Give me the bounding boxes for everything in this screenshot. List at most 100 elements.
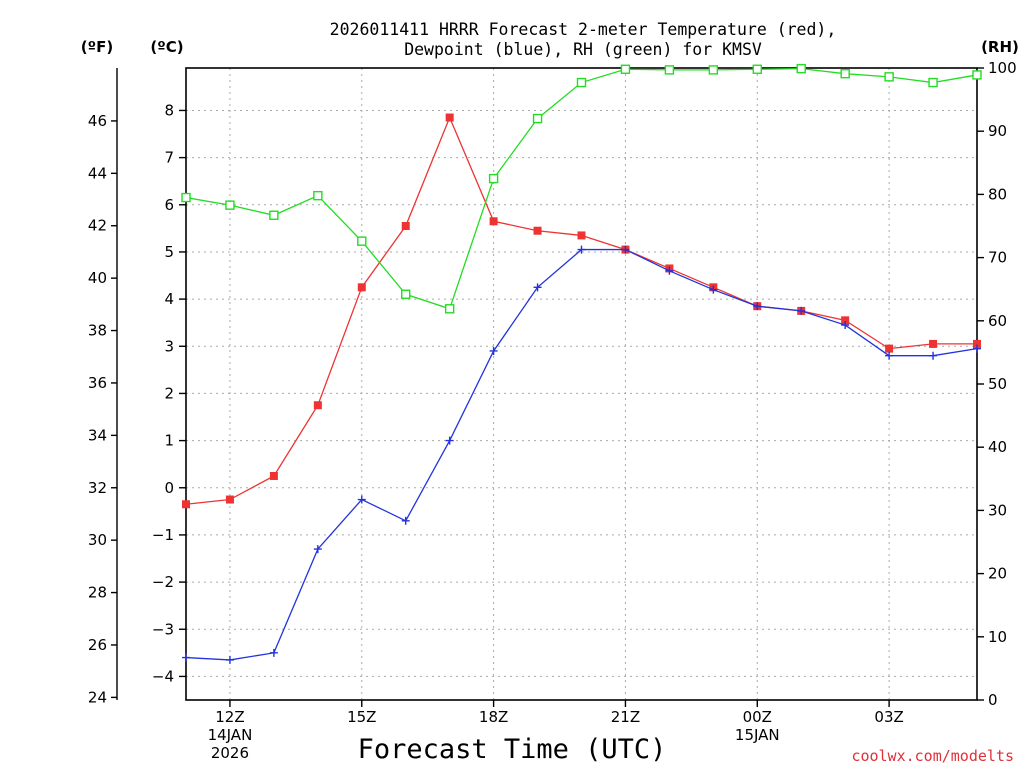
fahrenheit-tick-label: 42 [88, 217, 107, 235]
rh-point [928, 77, 938, 88]
chart-title-line1: 2026011411 HRRR Forecast 2-meter Tempera… [330, 20, 837, 39]
temperature-point [401, 222, 410, 230]
fahrenheit-tick-label: 40 [88, 269, 107, 287]
rh-point [664, 65, 675, 75]
dewpoint-point [182, 653, 190, 662]
rh-tick-label: 50 [988, 375, 1007, 393]
rh-point [708, 65, 719, 75]
temperature-point [225, 495, 234, 504]
rh-unit-label: (RH) [981, 38, 1019, 56]
dewpoint-point [577, 245, 586, 254]
temperature-point [973, 339, 981, 348]
dewpoint-point [225, 655, 234, 664]
rh-point [532, 113, 543, 124]
x-tick-label: 00Z [743, 708, 772, 726]
chart-title-line2: Dewpoint (blue), RH (green) for KMSV [404, 40, 762, 59]
rh-tick-label: 0 [988, 691, 998, 709]
fahrenheit-tick-label: 28 [88, 584, 107, 602]
x-tick-label: 14JAN [208, 726, 253, 744]
rh-point [752, 64, 762, 74]
rh-point [620, 64, 631, 74]
x-tick-label: 12Z [215, 708, 244, 726]
fahrenheit-tick-label: 46 [88, 112, 107, 130]
celsius-tick-label: 4 [164, 290, 174, 308]
temperature-point [489, 217, 498, 226]
dewpoint-point [709, 285, 718, 294]
dewpoint-point [269, 648, 278, 657]
dewpoint-point [357, 495, 366, 504]
series-temperature [182, 113, 981, 509]
celsius-tick-label: −1 [152, 526, 174, 544]
x-tick-label: 18Z [479, 708, 508, 726]
rh-point [884, 72, 894, 82]
rh-point [357, 236, 367, 246]
x-tick-label: 2026 [211, 744, 249, 762]
temperature-point [313, 401, 322, 410]
temperature-point [182, 500, 190, 509]
credit-label: coolwx.com/modelts [851, 747, 1014, 765]
dewpoint-point [929, 351, 938, 360]
rh-tick-label: 70 [988, 249, 1007, 267]
celsius-unit-label: (ºC) [150, 38, 183, 56]
rh-point [972, 70, 982, 80]
celsius-tick-label: −2 [152, 573, 174, 591]
rh-tick-label: 30 [988, 501, 1007, 519]
dewpoint-point [797, 306, 806, 315]
dewpoint-point [665, 266, 674, 275]
temperature-point [885, 344, 894, 353]
dewpoint-point [401, 516, 410, 525]
series-dewpoint [182, 245, 981, 664]
rh-point [488, 173, 499, 184]
rh-tick-label: 90 [988, 122, 1007, 140]
series-rh [181, 63, 982, 314]
x-tick-label: 03Z [874, 708, 903, 726]
fahrenheit-tick-label: 26 [88, 636, 107, 654]
rh-tick-label: 100 [988, 59, 1017, 77]
celsius-tick-label: 3 [164, 337, 174, 355]
rh-tick-label: 80 [988, 185, 1007, 203]
grid-lines [186, 68, 977, 700]
dewpoint-point [445, 436, 454, 445]
fahrenheit-unit-label: (ºF) [81, 38, 113, 56]
dewpoint-point [621, 245, 630, 254]
rh-point [444, 304, 455, 314]
labels: 2026011411 HRRR Forecast 2-meter Tempera… [81, 20, 1019, 765]
rh-point [313, 190, 323, 201]
celsius-tick-label: 8 [164, 101, 174, 119]
celsius-tick-label: 6 [164, 196, 174, 214]
fahrenheit-tick-label: 32 [88, 479, 107, 497]
fahrenheit-tick-label: 38 [88, 322, 107, 340]
temperature-point [841, 316, 850, 325]
rh-tick-label: 40 [988, 438, 1007, 456]
x-tick-label: 15Z [347, 708, 376, 726]
x-tick-label: 15JAN [735, 726, 780, 744]
dewpoint-point [753, 302, 762, 311]
temperature-point [357, 283, 366, 292]
rh-point [576, 77, 587, 88]
series-line-rh [185, 67, 978, 310]
temperature-point [445, 113, 454, 122]
celsius-tick-label: 0 [164, 479, 174, 497]
x-axis-label: Forecast Time (UTC) [358, 734, 667, 765]
celsius-tick-label: 2 [164, 384, 174, 402]
celsius-tick-label: 5 [164, 243, 174, 261]
dewpoint-point [885, 351, 894, 360]
temperature-point [269, 471, 278, 480]
dewpoint-point [841, 321, 850, 330]
fahrenheit-tick-label: 44 [88, 164, 107, 182]
rh-tick-label: 60 [988, 312, 1007, 330]
fahrenheit-tick-label: 30 [88, 531, 107, 549]
dewpoint-point [533, 283, 542, 292]
temperature-point [929, 339, 938, 348]
series-line-dewpoint [185, 248, 978, 661]
rh-point [401, 289, 411, 299]
plot-frame [185, 67, 978, 701]
rh-point [269, 210, 279, 220]
rh-point [840, 68, 850, 79]
temperature-point [533, 226, 542, 235]
rh-tick-label: 10 [988, 628, 1007, 646]
dewpoint-point [973, 344, 981, 353]
dewpoint-point [313, 545, 322, 554]
fahrenheit-tick-label: 34 [88, 426, 107, 444]
